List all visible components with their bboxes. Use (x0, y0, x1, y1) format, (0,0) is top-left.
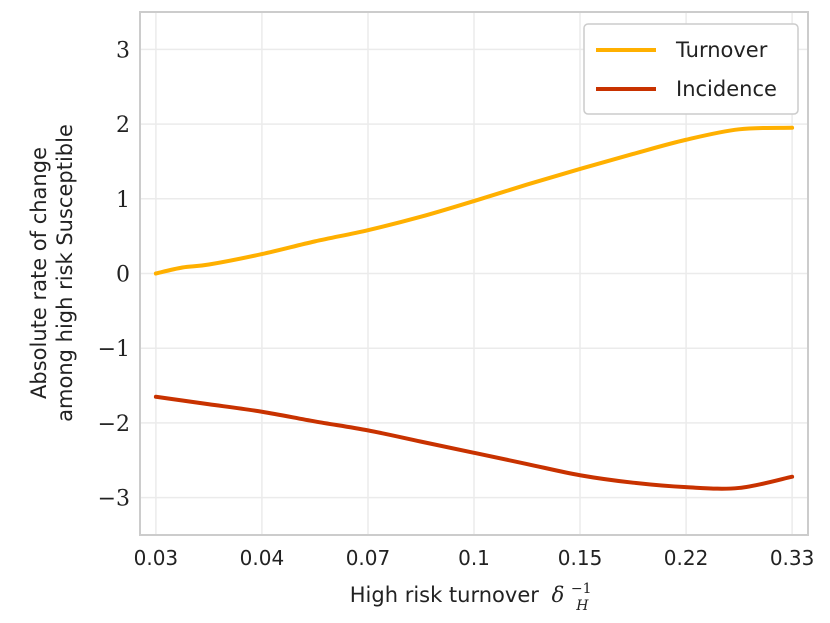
legend-label-turnover: Turnover (675, 38, 768, 62)
legend-box (583, 23, 799, 115)
x-axis-title-subscript: H (575, 598, 589, 614)
x-axis-title-symbol: δ (552, 583, 565, 607)
series-line-turnover (153, 125, 795, 276)
plot-frame (139, 11, 809, 536)
x-axis-title-text: High risk turnover (350, 583, 539, 607)
x-axis-title: High risk turnover δ −1 H (350, 574, 599, 614)
x-tick-label: 0.1 (458, 546, 490, 570)
x-tick-label: 0.15 (558, 546, 603, 570)
y-tick-label: 2 (116, 113, 130, 138)
y-axis: 3 2 1 0 −1 −2 −3 (98, 38, 130, 511)
x-axis: 0.03 0.04 0.07 0.1 0.15 0.22 0.33 (134, 546, 815, 570)
x-axis-title-superscript: −1 (571, 581, 592, 597)
x-tick-label: 0.22 (664, 546, 709, 570)
y-tick-label: −1 (98, 337, 130, 362)
legend: Turnover Incidence (583, 23, 799, 115)
y-axis-title-line1: Absolute rate of change (27, 147, 51, 399)
y-tick-label: −2 (98, 412, 130, 437)
x-tick-label: 0.07 (346, 546, 391, 570)
y-tick-label: 0 (116, 263, 130, 288)
y-tick-label: −3 (98, 487, 130, 512)
series-line-incidence (153, 394, 795, 491)
grid-lines (140, 12, 808, 535)
legend-label-incidence: Incidence (676, 77, 777, 101)
y-axis-title-line2: among high risk Susceptible (53, 124, 77, 422)
y-tick-label: 3 (116, 38, 130, 63)
y-tick-label: 1 (116, 188, 130, 213)
series-layer (153, 125, 795, 491)
x-tick-label: 0.33 (770, 546, 815, 570)
y-axis-title: Absolute rate of change among high risk … (27, 124, 77, 422)
x-tick-label: 0.03 (134, 546, 179, 570)
x-tick-label: 0.04 (240, 546, 285, 570)
